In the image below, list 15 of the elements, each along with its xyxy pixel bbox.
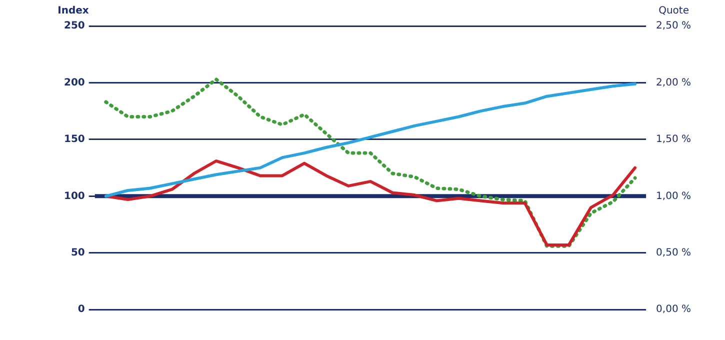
y2-tick-label: 1,00 % [656,190,692,202]
y-tick-label: 150 [64,134,85,146]
y2-tick-label: 1,50 % [656,134,692,146]
line-series [104,78,637,248]
y-tick-label: 250 [64,20,85,32]
y-axis-title: Index [58,6,90,17]
y2-tick-label: 2,50 % [656,20,692,32]
y2-tick-label: 0,00 % [656,304,692,316]
y-tick-label: 50 [70,247,85,258]
y-tick-label: 0 [78,304,85,316]
y-tick-label: 100 [64,190,85,202]
y2-tick-label: 2,00 % [656,77,692,88]
y2-tick-label: 0,50 % [656,247,692,258]
y2-axis-title: Quote [658,6,689,17]
y-tick-label: 200 [64,77,85,88]
